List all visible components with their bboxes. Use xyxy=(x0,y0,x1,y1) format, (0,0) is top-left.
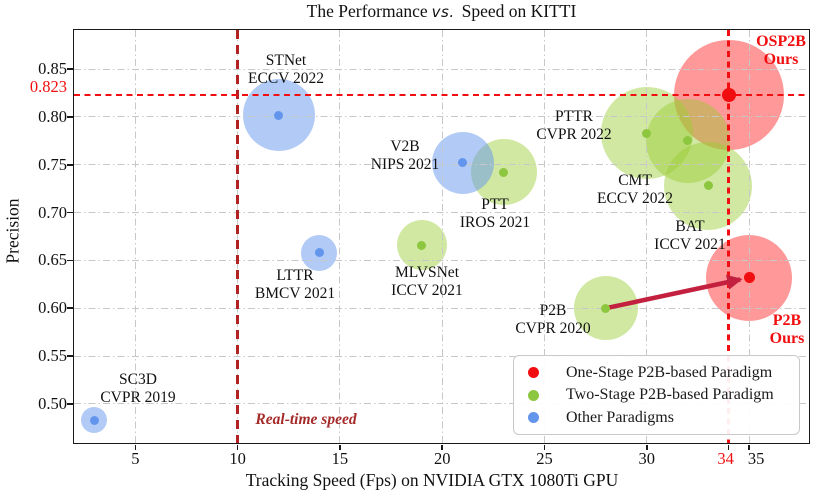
point-label-lttr: LTTR BMCV 2021 xyxy=(254,267,336,302)
refline-x-34 xyxy=(727,30,730,443)
gridline-y-0.85 xyxy=(74,68,809,70)
point-label-ptt: PTT IROS 2021 xyxy=(459,196,531,231)
gridline-y-0.55 xyxy=(74,355,809,357)
legend-row-two-stage: Two-Stage P2B-based Paradigm xyxy=(514,386,799,404)
x-tickmark-25 xyxy=(543,444,546,450)
refline-x-10 xyxy=(236,30,240,443)
plot-area: OSP2B Ours P2B Ours MLVSNet ICCV 2021 PTT IROS … xyxy=(74,30,809,443)
legend: One-Stage P2B-based Paradigm Two-Stage P… xyxy=(513,355,800,435)
y-ticklabel-0.70: 0.70 xyxy=(38,202,67,222)
x-ticklabel-20: 20 xyxy=(433,449,451,468)
y-ticklabel-0.823: 0.823 xyxy=(29,77,67,96)
legend-label-other: Other Paradigms xyxy=(566,408,674,426)
point-label-stnet: STNet ECCV 2022 xyxy=(248,52,324,87)
y-ticklabel-0.65: 0.65 xyxy=(38,250,67,270)
y-tickmark-0.65 xyxy=(67,259,73,262)
y-tickmark-0.60 xyxy=(67,307,73,309)
gridline-y-0.75 xyxy=(74,164,809,166)
gridline-x-30 xyxy=(646,30,648,443)
y-tickmark-0.75 xyxy=(67,163,73,166)
point-dot-ptt xyxy=(499,167,509,177)
y-tickmark-0.50 xyxy=(67,403,73,405)
y-ticklabel-0.50: 0.50 xyxy=(38,393,67,413)
point-dot-stnet xyxy=(274,110,284,120)
legend-dot-other-icon xyxy=(528,412,539,423)
y-tickmark-0.70 xyxy=(67,211,73,214)
x-tickmark-35 xyxy=(748,444,750,450)
improvement-arrow xyxy=(605,274,743,311)
point-dot-osp2b-ours xyxy=(721,88,736,102)
x-ticklabel-35: 35 xyxy=(747,449,765,468)
legend-row-one-stage: One-Stage P2B-based Paradigm xyxy=(514,364,799,382)
legend-label-two-stage: Two-Stage P2B-based Paradigm xyxy=(566,386,774,403)
title-post: Speed on KITTI xyxy=(461,1,577,21)
point-dot-cmt xyxy=(683,136,693,146)
point-dot-sc3d xyxy=(89,415,99,425)
y-ticklabel-0.55: 0.55 xyxy=(38,346,67,365)
gridline-x-15 xyxy=(339,30,341,443)
x-tickmark-5 xyxy=(134,444,137,450)
gridline-y-0.70 xyxy=(74,212,809,214)
point-label-mlvsnet: MLVSNet ICCV 2021 xyxy=(391,264,463,299)
point-label-cmt: CMT ECCV 2022 xyxy=(597,172,673,207)
gridline-x-5 xyxy=(134,30,136,443)
x-tickmark-20 xyxy=(441,444,443,450)
title-pre: The Performance xyxy=(306,1,428,21)
gridline-x-25 xyxy=(543,30,545,443)
point-label-osp2b-ours: OSP2B Ours xyxy=(756,33,806,68)
gridline-y-0.80 xyxy=(74,116,809,118)
gridline-x-20 xyxy=(441,30,443,443)
point-dot-p2b-ours xyxy=(743,272,755,284)
gridline-y-0.65 xyxy=(74,259,809,261)
chart-title: The Performance vs. Speed on KITTI xyxy=(74,1,809,22)
point-label-sc3d: SC3D CVPR 2019 xyxy=(100,371,176,406)
point-label-pttr: PTTR CVPR 2022 xyxy=(536,108,612,143)
y-ticklabel-0.60: 0.60 xyxy=(38,298,67,318)
point-dot-p2b xyxy=(601,303,611,313)
x-tickmark-30 xyxy=(645,444,648,450)
y-tickmark-0.55 xyxy=(67,355,73,357)
realtime-speed-annotation: Real-time speed xyxy=(255,411,357,428)
refline-y-0.823 xyxy=(74,93,809,97)
point-dot-bat xyxy=(703,181,713,191)
legend-label-one-stage: One-Stage P2B-based Paradigm xyxy=(566,363,773,381)
legend-row-other: Other Paradigms xyxy=(514,409,799,427)
x-ticklabel-34: 34 xyxy=(717,449,734,468)
y-ticklabel-0.80: 0.80 xyxy=(38,106,67,126)
title-vs: vs. xyxy=(431,3,455,21)
x-tickmark-10 xyxy=(236,444,239,450)
x-tickmark-15 xyxy=(339,444,341,450)
point-label-p2b-ours: P2B Ours xyxy=(769,312,805,347)
y-tickmark-0.80 xyxy=(67,116,73,118)
point-label-p2b: P2B CVPR 2020 xyxy=(515,302,591,337)
x-ticklabel-30: 30 xyxy=(638,449,656,468)
point-dot-lttr xyxy=(314,248,324,258)
point-label-bat: BAT ICCV 2021 xyxy=(654,218,726,253)
gridline-y-0.60 xyxy=(74,307,809,309)
point-dot-mlvsnet xyxy=(417,240,427,250)
legend-dot-two-stage-icon xyxy=(528,389,539,401)
x-ticklabel-10: 10 xyxy=(229,449,246,468)
x-ticklabel-15: 15 xyxy=(331,449,349,468)
point-dot-pttr xyxy=(642,128,652,138)
legend-dot-one-stage-icon xyxy=(528,367,539,378)
y-ticklabel-0.85: 0.85 xyxy=(38,59,67,79)
point-dot-v2b xyxy=(458,158,468,168)
point-label-v2b: V2B NIPS 2021 xyxy=(370,138,440,173)
y-tickmark-0.85 xyxy=(67,68,73,70)
x-ticklabel-5: 5 xyxy=(131,449,140,468)
gridline-x-35 xyxy=(748,30,750,443)
gridline-y-0.50 xyxy=(74,403,809,405)
x-tickmark-34 xyxy=(727,444,730,450)
x-axis-label: Tracking Speed (Fps) on NVIDIA GTX 1080T… xyxy=(245,470,619,490)
y-ticklabel-0.75: 0.75 xyxy=(38,154,67,174)
x-ticklabel-25: 25 xyxy=(536,449,553,468)
